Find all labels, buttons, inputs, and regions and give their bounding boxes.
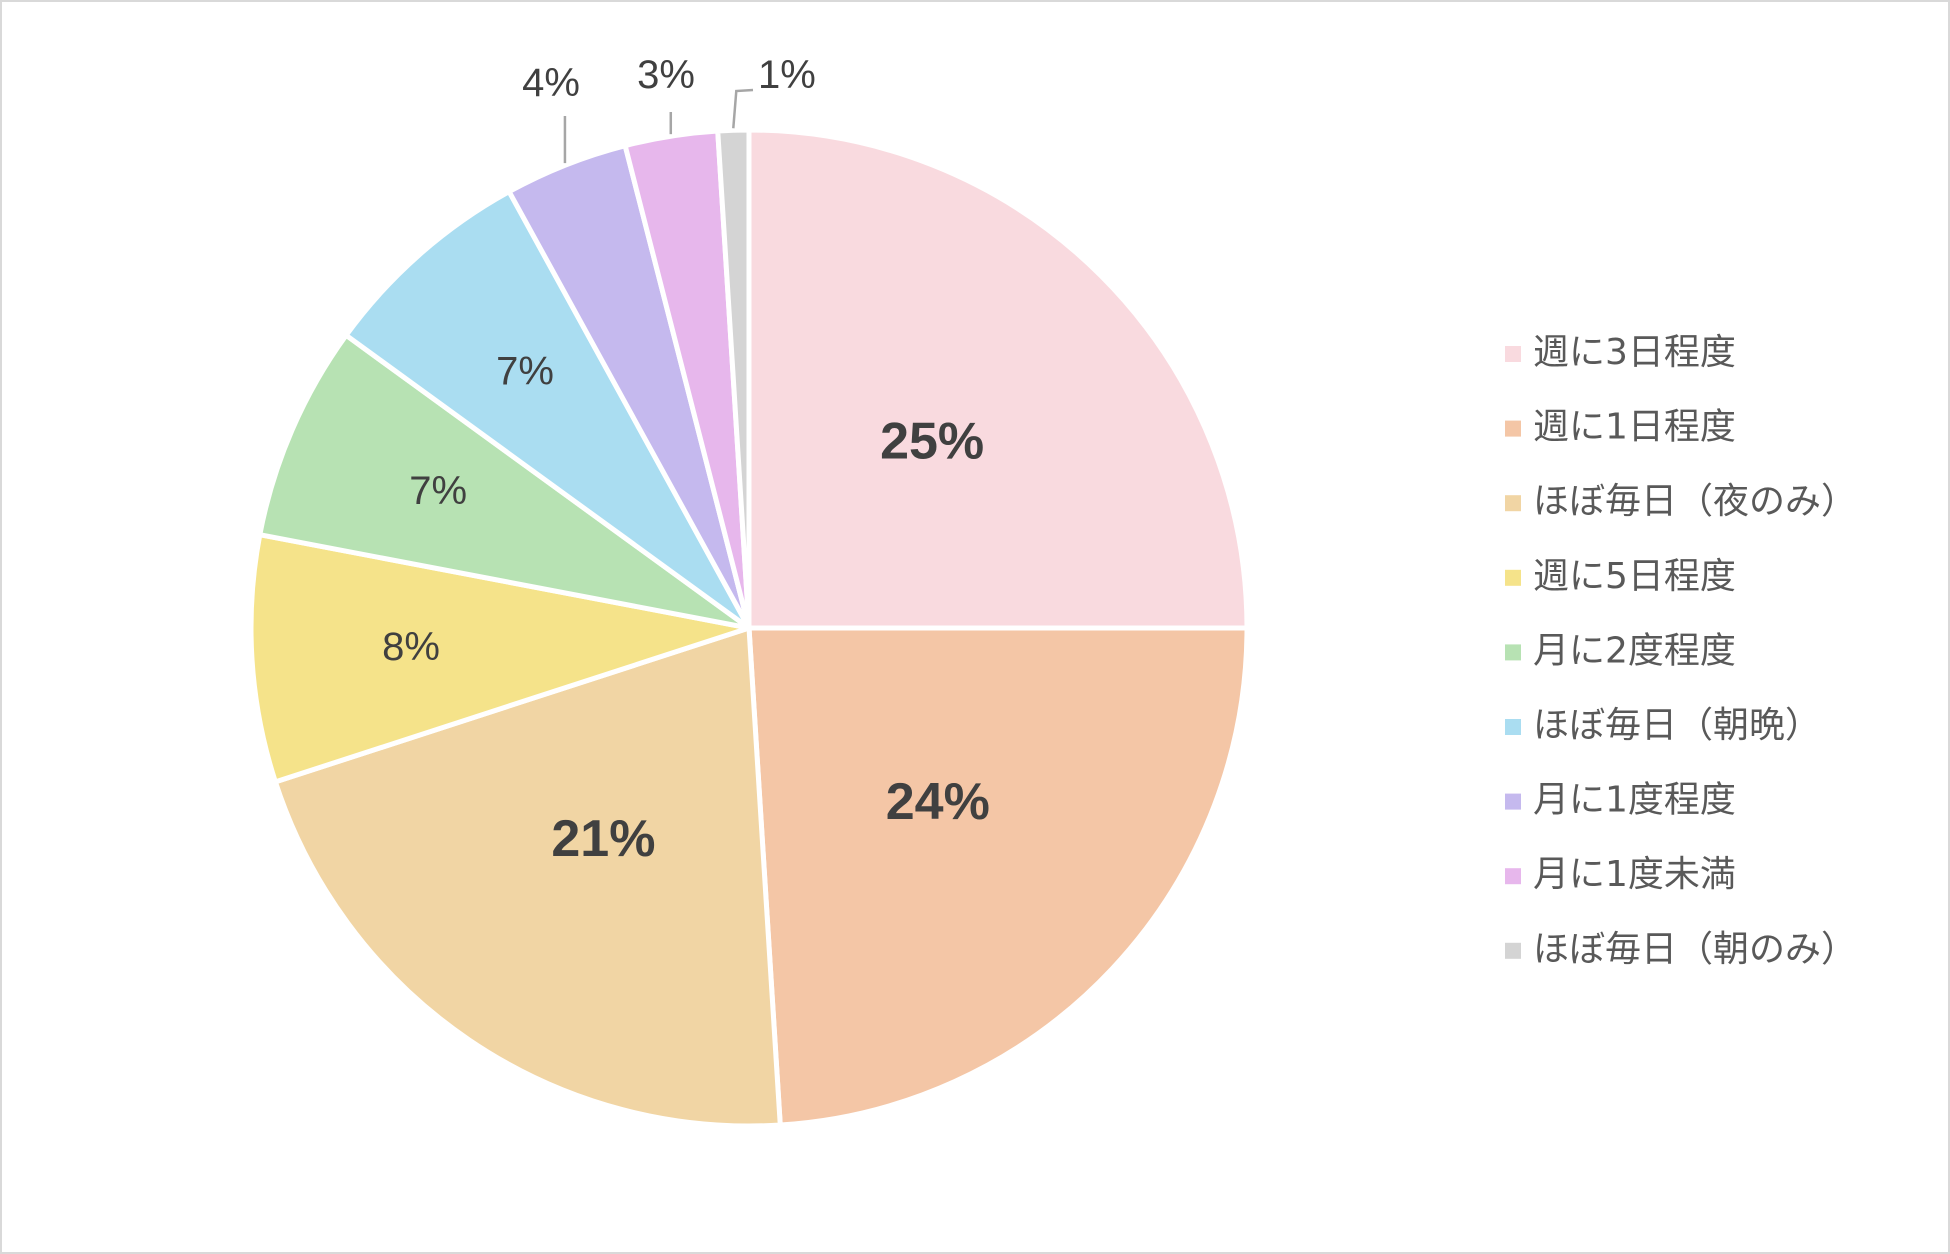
legend-label: 月に1度程度 [1533, 780, 1736, 821]
callout-lines [563, 88, 754, 164]
legend-swatch [1505, 942, 1521, 959]
pie-slices [248, 127, 1250, 1129]
legend-label: 週に5日程度 [1533, 556, 1736, 597]
legend-item: 週に1日程度 [1505, 407, 1736, 448]
legend-label: 月に1度未満 [1533, 854, 1736, 895]
data-label: 21% [551, 810, 655, 868]
legend-label: ほぼ毎日（夜のみ） [1533, 481, 1857, 522]
pie-slice [715, 127, 752, 631]
legend-swatch [1505, 793, 1521, 810]
legend-swatch [1505, 420, 1521, 437]
legend-item: 週に3日程度 [1505, 332, 1736, 373]
data-label: 24% [886, 773, 990, 831]
pie-slice [272, 625, 783, 1129]
legend-label: 週に1日程度 [1533, 407, 1736, 448]
data-labels: 25% 24% 21% 8% 7% 7% 4% 3% 1% [382, 53, 990, 868]
legend-item: ほぼ毎日（朝晩） [1505, 705, 1821, 746]
legend-swatch [1505, 569, 1521, 586]
data-label: 3% [637, 53, 695, 97]
data-label: 7% [409, 469, 467, 513]
legend-swatch [1505, 719, 1521, 735]
legend-swatch [1505, 495, 1521, 512]
pie-slice [746, 127, 1250, 631]
pie-slice [248, 532, 752, 785]
legend-label: 週に3日程度 [1533, 332, 1736, 373]
data-label: 7% [496, 350, 554, 394]
legend-item: 月に1度未満 [1505, 854, 1736, 895]
pie-slice [257, 332, 752, 631]
data-label: 25% [880, 413, 984, 471]
pie-slice [746, 625, 1250, 1128]
data-label: 1% [758, 53, 816, 97]
data-label: 8% [382, 625, 440, 669]
legend-item: ほぼ毎日（朝のみ） [1505, 929, 1857, 970]
legend-item: 月に2度程度 [1505, 630, 1736, 671]
data-label: 4% [522, 61, 580, 105]
legend-label: ほぼ毎日（朝晩） [1533, 705, 1821, 746]
legend-swatch [1505, 346, 1521, 362]
legend-swatch [1505, 644, 1521, 661]
legend-label: 月に2度程度 [1533, 630, 1736, 671]
legend-item: 週に5日程度 [1505, 556, 1736, 597]
callout-line [732, 88, 754, 129]
legend-item: 月に1度程度 [1505, 780, 1736, 821]
legend-label: ほぼ毎日（朝のみ） [1533, 929, 1857, 970]
pie-slice [343, 189, 752, 631]
legend-item: ほぼ毎日（夜のみ） [1505, 481, 1857, 522]
legend-swatch [1505, 868, 1521, 885]
